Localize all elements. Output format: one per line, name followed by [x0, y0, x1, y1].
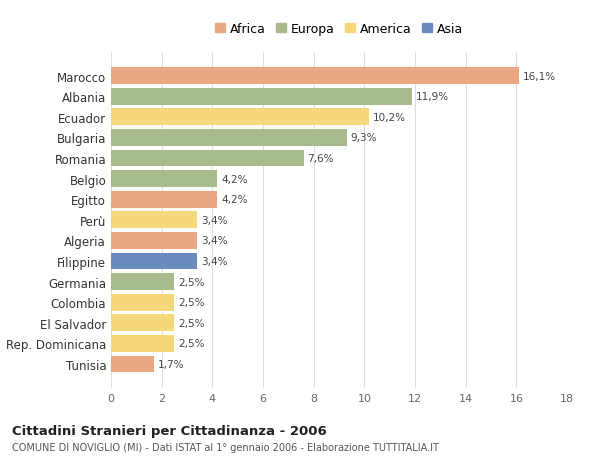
Bar [111, 356, 154, 373]
Text: 10,2%: 10,2% [373, 112, 406, 123]
Text: 7,6%: 7,6% [307, 154, 334, 164]
Bar [111, 253, 197, 270]
Text: 2,5%: 2,5% [178, 339, 205, 349]
Text: 4,2%: 4,2% [221, 174, 248, 184]
Text: 3,4%: 3,4% [201, 215, 227, 225]
Text: 11,9%: 11,9% [416, 92, 449, 102]
Text: 2,5%: 2,5% [178, 297, 205, 308]
Text: 9,3%: 9,3% [350, 133, 377, 143]
Text: 2,5%: 2,5% [178, 318, 205, 328]
Text: 4,2%: 4,2% [221, 195, 248, 205]
Bar [111, 335, 175, 352]
Text: 1,7%: 1,7% [158, 359, 184, 369]
Bar [111, 191, 217, 208]
Bar [111, 232, 197, 249]
Text: 2,5%: 2,5% [178, 277, 205, 287]
Bar [111, 274, 175, 291]
Text: 3,4%: 3,4% [201, 236, 227, 246]
Bar [111, 294, 175, 311]
Text: Cittadini Stranieri per Cittadinanza - 2006: Cittadini Stranieri per Cittadinanza - 2… [12, 425, 327, 437]
Bar [111, 212, 197, 229]
Text: 3,4%: 3,4% [201, 257, 227, 266]
Legend: Africa, Europa, America, Asia: Africa, Europa, America, Asia [212, 21, 466, 39]
Text: COMUNE DI NOVIGLIO (MI) - Dati ISTAT al 1° gennaio 2006 - Elaborazione TUTTITALI: COMUNE DI NOVIGLIO (MI) - Dati ISTAT al … [12, 442, 439, 452]
Bar [111, 109, 370, 126]
Bar [111, 68, 519, 85]
Bar [111, 171, 217, 188]
Bar [111, 130, 347, 146]
Text: 16,1%: 16,1% [523, 72, 556, 81]
Bar [111, 150, 304, 167]
Bar [111, 315, 175, 331]
Bar [111, 89, 412, 106]
